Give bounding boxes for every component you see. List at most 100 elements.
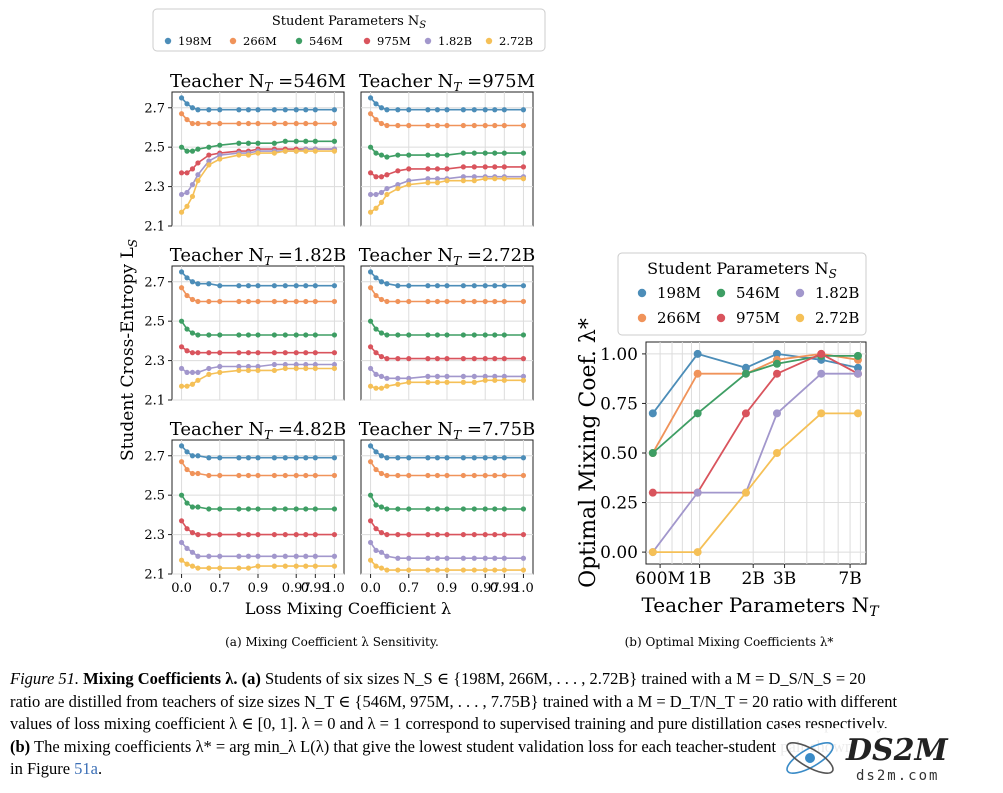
legend-right-label-1.82B: 1.82B bbox=[815, 284, 859, 302]
point-2.72B bbox=[373, 205, 379, 211]
point-975M bbox=[384, 531, 390, 538]
point-198M bbox=[444, 283, 450, 289]
point-198M bbox=[184, 101, 190, 107]
point-1.82B bbox=[384, 553, 390, 559]
point-546M bbox=[282, 506, 288, 512]
point-198M bbox=[236, 283, 242, 289]
point-1.82B bbox=[406, 375, 412, 381]
point-975M bbox=[293, 350, 299, 356]
panel-1: Teacher NT =546M 2.1 2.3 2.5 2.7 bbox=[144, 71, 346, 235]
point-198M bbox=[693, 349, 702, 358]
point-1.82B bbox=[271, 553, 277, 559]
point-975M bbox=[460, 164, 466, 170]
point-2.72B bbox=[520, 377, 527, 383]
point-1.82B bbox=[303, 553, 309, 559]
point-975M bbox=[741, 409, 750, 418]
point-546M bbox=[217, 506, 223, 512]
point-2.72B bbox=[367, 209, 374, 215]
point-198M bbox=[312, 283, 318, 289]
point-975M bbox=[367, 170, 374, 176]
caption-line-1: Figure 51. Mixing Coefficients λ. (a) St… bbox=[10, 668, 995, 691]
point-546M bbox=[367, 144, 374, 150]
point-198M bbox=[206, 455, 212, 461]
watermark-logo-icon bbox=[786, 742, 834, 774]
point-198M bbox=[303, 455, 309, 461]
point-2.72B bbox=[189, 193, 196, 200]
point-546M bbox=[271, 332, 277, 338]
point-975M bbox=[303, 531, 309, 538]
panel-2: Teacher NT =975M bbox=[359, 71, 535, 227]
point-2.72B bbox=[312, 563, 318, 569]
point-546M bbox=[425, 506, 431, 512]
point-198M bbox=[217, 107, 223, 113]
point-198M bbox=[189, 453, 196, 459]
point-266M bbox=[189, 296, 196, 303]
legend-top-label-266M: 266M bbox=[243, 34, 277, 48]
point-2.72B bbox=[331, 148, 338, 154]
legend-right-label-266M: 266M bbox=[657, 309, 701, 327]
point-1.82B bbox=[184, 369, 190, 376]
point-546M bbox=[425, 152, 431, 158]
point-1.82B bbox=[236, 553, 242, 559]
point-975M bbox=[434, 356, 441, 362]
point-198M bbox=[434, 283, 441, 289]
point-266M bbox=[501, 122, 507, 129]
legend-top-title: Student Parameters NS bbox=[272, 14, 426, 31]
point-1.82B bbox=[406, 178, 412, 184]
y-tick-label: 2.3 bbox=[144, 528, 165, 543]
point-266M bbox=[425, 472, 431, 479]
point-266M bbox=[384, 122, 390, 129]
legend-right-marker-1.82B bbox=[795, 288, 805, 298]
point-546M bbox=[331, 138, 338, 144]
point-198M bbox=[395, 107, 401, 113]
point-266M bbox=[482, 122, 488, 129]
point-2.72B bbox=[293, 563, 299, 569]
figure-caption: Figure 51. Mixing Coefficients λ. (a) St… bbox=[10, 668, 995, 781]
panel-title-suffix: =7.75B bbox=[461, 419, 535, 440]
caption-line-2: ratio are distilled from teachers of siz… bbox=[10, 691, 898, 711]
point-1.82B bbox=[444, 555, 450, 561]
point-266M bbox=[195, 470, 201, 477]
panel-title-suffix: =4.82B bbox=[272, 419, 346, 440]
point-546M bbox=[853, 351, 862, 360]
point-2.72B bbox=[189, 381, 196, 387]
point-1.82B bbox=[217, 553, 223, 559]
point-2.72B bbox=[444, 567, 450, 573]
point-198M bbox=[178, 443, 185, 449]
point-1.82B bbox=[425, 555, 431, 561]
point-546M bbox=[195, 332, 201, 338]
point-975M bbox=[471, 531, 477, 538]
legend-top-marker-2.72B bbox=[485, 37, 493, 45]
y-tick-label: 1.00 bbox=[600, 345, 638, 365]
point-266M bbox=[492, 122, 498, 129]
point-266M bbox=[482, 298, 488, 305]
point-2.72B bbox=[312, 148, 318, 154]
point-546M bbox=[271, 140, 277, 146]
point-546M bbox=[406, 506, 412, 512]
legend-right-entries: 198M 546M 1.82B 266M 975M 2.72B bbox=[637, 284, 859, 327]
point-546M bbox=[312, 332, 318, 338]
point-2.72B bbox=[434, 180, 441, 186]
point-975M bbox=[236, 531, 242, 538]
point-975M bbox=[184, 348, 190, 354]
point-546M bbox=[236, 140, 242, 146]
point-266M bbox=[271, 120, 277, 127]
point-546M bbox=[245, 332, 252, 338]
point-2.72B bbox=[471, 379, 477, 385]
panel-title-suffix: =1.82B bbox=[272, 245, 346, 266]
point-198M bbox=[373, 449, 379, 455]
point-975M bbox=[520, 356, 527, 362]
point-1.82B bbox=[367, 365, 374, 372]
point-2.72B bbox=[271, 563, 277, 569]
point-2.72B bbox=[460, 567, 466, 573]
panel-5: Teacher NT =4.82B 2.1 2.3 2.5 2.7 0.0 0.7 0.9 0.… bbox=[144, 419, 346, 596]
point-2.72B bbox=[384, 191, 390, 198]
point-1.82B bbox=[425, 176, 431, 182]
x-tick-label: 0.97 bbox=[282, 581, 311, 596]
y-tick-label: 2.7 bbox=[144, 449, 165, 464]
point-198M bbox=[312, 455, 318, 461]
figure-51a-link[interactable]: 51a bbox=[74, 759, 98, 778]
point-266M bbox=[271, 472, 277, 479]
point-546M bbox=[217, 142, 223, 148]
point-975M bbox=[293, 531, 299, 538]
